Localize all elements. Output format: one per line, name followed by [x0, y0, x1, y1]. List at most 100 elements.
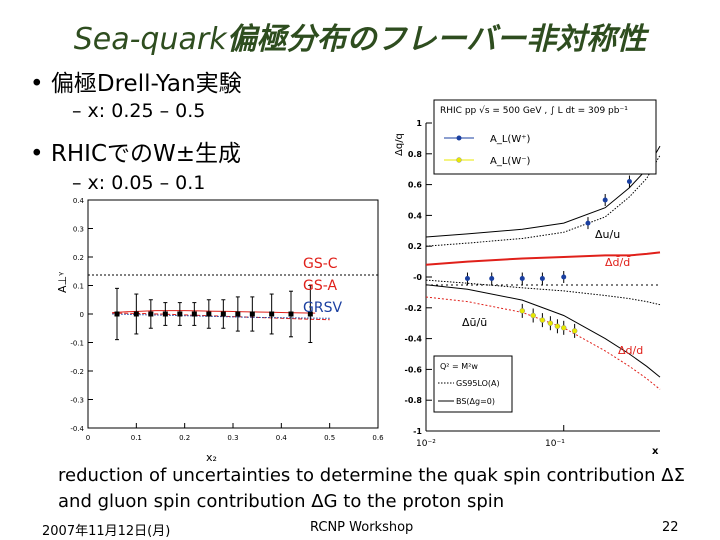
legend-gs-a: GS-A	[303, 278, 338, 294]
right-ytick-label: 1	[416, 119, 422, 128]
title-jp: 偏極分布のフレーバー非対称性	[226, 22, 647, 57]
wplus-point	[489, 276, 495, 282]
right-ytick-label: 0.4	[408, 211, 423, 220]
legend-gs-c: GS-C	[303, 256, 338, 272]
bullet-2-sub: – x: 0.05 – 0.1	[72, 172, 206, 194]
wplus-point	[519, 276, 525, 282]
left-data-point	[235, 311, 241, 317]
right-plot-xtick-0: 10⁻²	[416, 439, 436, 449]
left-data-point	[269, 311, 275, 317]
left-plot-xlabel: x₂	[206, 451, 217, 464]
left-ytick-label: 0.4	[73, 197, 85, 205]
left-data-point	[249, 311, 255, 317]
right-curve-0	[425, 251, 661, 266]
left-data-point	[288, 311, 294, 317]
right-plot-points	[464, 175, 632, 338]
model-box-gs95: GS95LO(A)	[456, 379, 500, 388]
title-latin: Sea-quark	[73, 22, 227, 57]
label-du-u: Δu/u	[595, 228, 620, 241]
right-ytick-label: -0	[413, 273, 422, 282]
info-box-text: RHIC pp √s = 500 GeV , ∫ L dt = 309 pb⁻¹	[440, 105, 628, 116]
left-data-point	[206, 311, 212, 317]
wminus-point	[519, 308, 526, 314]
left-xtick-label: 0.6	[372, 434, 384, 442]
right-plot-xtick-1: 10⁻¹	[545, 439, 565, 449]
bullet-2-text: RHICでのW±生成	[50, 141, 242, 167]
left-ytick-label: -0.3	[70, 397, 84, 405]
left-plot-x-ticks: 0 0.1 0.2 0.3 0.4 0.5 0.6	[86, 423, 384, 442]
right-curve-0	[425, 284, 661, 378]
left-data-point	[191, 311, 197, 317]
bullet-dot-icon: •	[30, 141, 51, 167]
right-ytick-label: -0.8	[405, 396, 423, 405]
footer-page: 22	[662, 520, 679, 535]
right-ytick-label: -0.4	[405, 335, 423, 344]
legend-grsv: GRSV	[303, 300, 343, 316]
footer-venue: RCNP Workshop	[310, 520, 414, 535]
left-curve-gs-c	[112, 310, 316, 314]
left-ytick-label: 0.1	[73, 283, 84, 291]
wplus-point	[464, 276, 470, 282]
wplus-point	[561, 274, 567, 280]
legend-wplus-marker	[456, 135, 462, 141]
wminus-point	[554, 323, 561, 330]
label-du-bar: Δū/ū	[462, 316, 487, 329]
left-xtick-label: 0.3	[227, 434, 238, 442]
left-xtick-label: 0.2	[179, 434, 190, 442]
left-data-point	[114, 311, 120, 317]
left-data-point	[162, 311, 168, 317]
left-data-point	[307, 311, 313, 317]
bullet-2: • RHICでのW±生成	[30, 134, 241, 168]
left-ytick-label: -0.1	[70, 340, 84, 348]
left-xtick-label: 0.1	[131, 434, 142, 442]
caption-line-2: and gluon spin contribution ΔG to the pr…	[58, 491, 505, 512]
wplus-point	[626, 179, 632, 185]
left-data-point	[220, 311, 226, 317]
legend-wminus-label: A_L(W⁻)	[490, 156, 530, 167]
model-box-bs: BS(Δg=0)	[456, 397, 495, 406]
wminus-point	[571, 328, 578, 334]
left-xtick-label: 0.4	[276, 434, 288, 442]
wminus-point	[530, 312, 536, 319]
left-xtick-label: 0	[86, 434, 90, 442]
wplus-point	[585, 220, 591, 226]
right-curve-1	[425, 296, 661, 390]
left-plot: 0.4 0.3 0.2 0.1 0 -0.1 -0.2 -0.3 -0.4 0 0.1 0.2 0.3…	[56, 197, 384, 464]
wminus-point	[560, 325, 567, 331]
bullet-1-sub: – x: 0.25 – 0.5	[72, 100, 206, 122]
model-box-q2: Q² = M²w	[440, 362, 478, 371]
right-plot-curves	[425, 145, 661, 390]
bullet-dot-icon: •	[30, 71, 51, 97]
right-ytick-label: 0.2	[408, 242, 422, 251]
left-data-point	[177, 311, 183, 317]
bullet-1-text: 偏極Drell-Yan実験	[50, 71, 242, 97]
model-box	[433, 355, 513, 413]
left-ytick-label: -0.2	[70, 368, 84, 376]
caption-line-1: reduction of uncertainties to determine …	[58, 465, 685, 486]
left-ytick-label: 0	[80, 311, 84, 319]
left-ytick-label: -0.4	[70, 425, 84, 433]
legend-wplus-label: A_L(W⁺)	[490, 134, 530, 145]
left-plot-points	[114, 285, 313, 343]
right-ytick-label: -0.6	[405, 365, 423, 374]
footer-date: 2007年11月12日(月)	[42, 524, 171, 539]
right-curve-0	[425, 279, 661, 306]
legend-wminus-marker	[456, 157, 462, 163]
right-curve-1	[425, 155, 661, 247]
label-dd-bar: Δd̄/d̄	[605, 256, 630, 269]
wplus-point	[602, 197, 608, 203]
label-dd-d: Δd/d	[618, 344, 643, 357]
right-ytick-label: -0.2	[405, 304, 423, 313]
left-plot-ylabel: A⊥ᵞ	[56, 272, 69, 293]
left-ytick-label: 0.2	[73, 254, 84, 262]
left-xtick-label: 0.5	[324, 434, 335, 442]
left-data-point	[133, 311, 139, 317]
right-ytick-label: 0.8	[408, 150, 423, 159]
wminus-point	[547, 320, 554, 326]
left-ytick-label: 0.3	[73, 226, 84, 234]
right-plot-ylabel: Δq/q	[394, 133, 405, 156]
left-data-point	[148, 311, 154, 317]
slide-title: Sea-quark偏極分布のフレーバー非対称性	[0, 14, 720, 58]
wplus-point	[539, 276, 545, 282]
wminus-point	[539, 317, 546, 323]
